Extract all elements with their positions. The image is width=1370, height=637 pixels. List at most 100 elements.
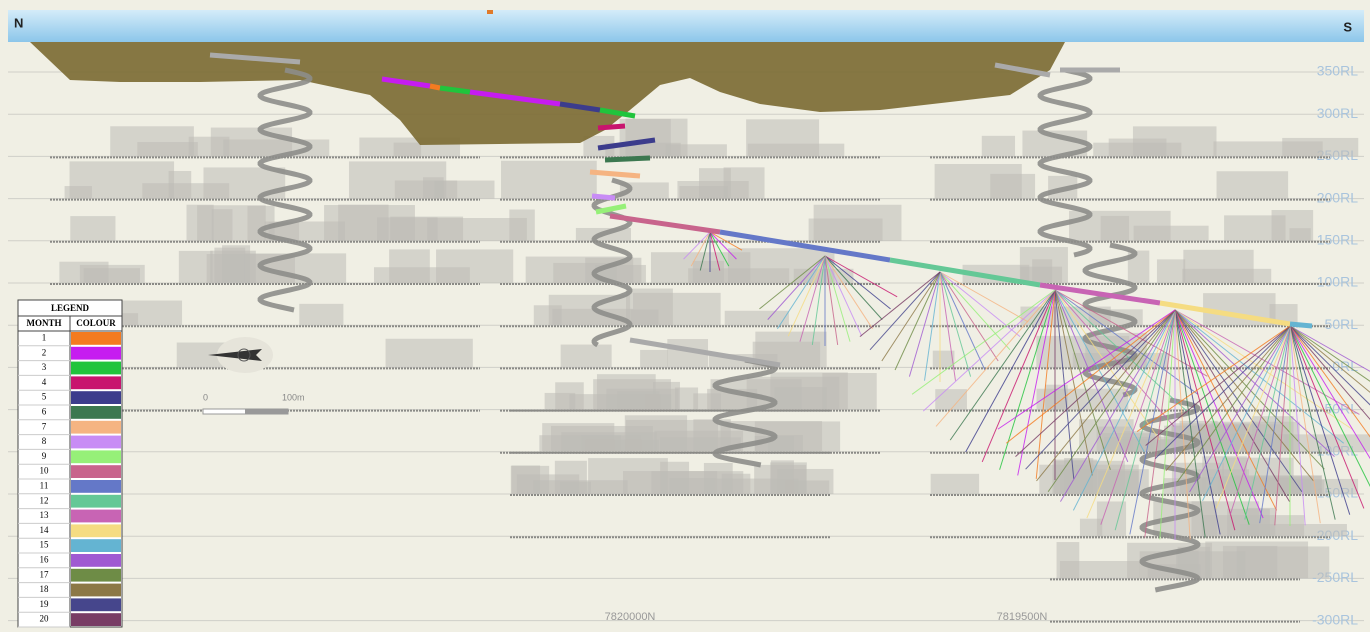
stope-block	[168, 170, 192, 199]
drill-hole	[767, 255, 826, 320]
stope-block	[1036, 388, 1129, 410]
legend-month: 3	[42, 362, 47, 372]
drill-hole	[709, 231, 721, 271]
drill-hole	[1060, 309, 1176, 502]
drill-hole	[1289, 325, 1370, 372]
northing-label: 7820000N	[605, 611, 656, 623]
legend-month: 8	[42, 436, 47, 446]
development-segment	[595, 203, 627, 215]
decline-spiral	[1037, 67, 1093, 258]
stope-block	[83, 268, 140, 283]
legend-swatch	[71, 583, 121, 597]
stope-block	[721, 473, 751, 494]
drill-hole	[1174, 309, 1221, 535]
drill-hole	[1174, 309, 1278, 511]
header-marker	[487, 10, 493, 14]
development-segment	[1039, 282, 1161, 306]
drill-hole	[1025, 309, 1176, 470]
scale-bar-grey	[245, 409, 288, 414]
drill-hole	[824, 255, 874, 330]
drill-hole	[997, 309, 1176, 430]
stope-block	[932, 350, 955, 368]
development-segment	[889, 257, 1041, 288]
decline-spiral	[257, 67, 313, 313]
drill-hole	[1072, 309, 1176, 511]
access	[209, 52, 301, 65]
legend-month: 19	[40, 599, 50, 609]
legend-header: MONTH	[27, 318, 62, 328]
legend-title: LEGEND	[51, 303, 90, 313]
stope-block	[1132, 126, 1217, 157]
stope-block	[935, 389, 967, 410]
stope-block	[1100, 215, 1130, 241]
level-label: 200RL	[1317, 189, 1358, 205]
stope-block	[1183, 249, 1254, 283]
development-segment	[599, 107, 636, 119]
drill-hole	[1289, 325, 1370, 487]
legend-month: 17	[40, 569, 50, 579]
stope-block	[1020, 266, 1063, 283]
drill-hole	[1174, 309, 1325, 470]
drill-hole	[811, 255, 826, 345]
level-label: -300RL	[1312, 611, 1358, 627]
drill-hole	[824, 255, 863, 337]
access	[629, 337, 781, 368]
development-by-month	[381, 76, 1313, 329]
drill-hole	[935, 289, 1056, 427]
stope-block	[64, 186, 92, 199]
drill-fans	[683, 231, 1370, 540]
northing-labels: 7820000N 7819500N	[605, 611, 1048, 623]
drill-hole	[881, 271, 941, 362]
level-label: 50RL	[1325, 316, 1359, 332]
drill-hole	[776, 255, 826, 330]
drill-hole	[1035, 289, 1056, 479]
stope-block	[767, 434, 803, 452]
legend-swatch	[71, 346, 121, 360]
development-segment	[439, 85, 471, 95]
drill-hole	[699, 231, 711, 271]
legend-month: 7	[42, 421, 47, 431]
legend-month: 20	[40, 614, 50, 624]
drill-hole	[1174, 309, 1236, 531]
header-bar	[8, 10, 1364, 42]
drill-hole	[922, 289, 1056, 412]
legend-month: 5	[42, 392, 47, 402]
legend-swatch	[71, 494, 121, 508]
legend-month: 14	[40, 525, 50, 535]
legend-swatch	[71, 554, 121, 567]
stope-block	[385, 338, 473, 368]
legend-swatch	[71, 332, 121, 345]
north-label: N	[14, 15, 23, 30]
drill-hole	[894, 271, 941, 371]
stope-block	[427, 217, 527, 241]
drill-hole	[1229, 325, 1291, 515]
development-segment	[609, 213, 721, 235]
drill-hole	[1005, 309, 1176, 444]
stope-block	[990, 173, 1036, 199]
decline-spiral	[1082, 242, 1138, 398]
scale-start: 0	[203, 392, 208, 402]
drill-hole	[824, 255, 898, 298]
stope-block	[619, 182, 669, 199]
stope-block	[746, 119, 820, 157]
legend-month: 4	[42, 377, 47, 387]
stope-block	[677, 180, 749, 199]
stope-block	[1156, 259, 1186, 283]
drill-hole	[1289, 325, 1321, 524]
legend-header: COLOUR	[76, 318, 116, 328]
legend-swatch	[71, 509, 121, 523]
drill-hole	[1244, 325, 1291, 520]
stope-block	[674, 387, 699, 410]
legend-month: 1	[42, 332, 47, 342]
drill-hole	[1289, 325, 1365, 509]
drill-hole	[939, 271, 1029, 323]
drill-hole	[787, 255, 826, 337]
legend-swatch	[71, 435, 121, 449]
stope-block	[1133, 225, 1209, 241]
stope-block	[197, 205, 266, 241]
stope-block	[516, 474, 580, 494]
legend-month: 6	[42, 406, 47, 416]
drill-hole	[908, 271, 941, 377]
drill-hole	[939, 271, 972, 377]
legend-swatch	[71, 539, 121, 552]
